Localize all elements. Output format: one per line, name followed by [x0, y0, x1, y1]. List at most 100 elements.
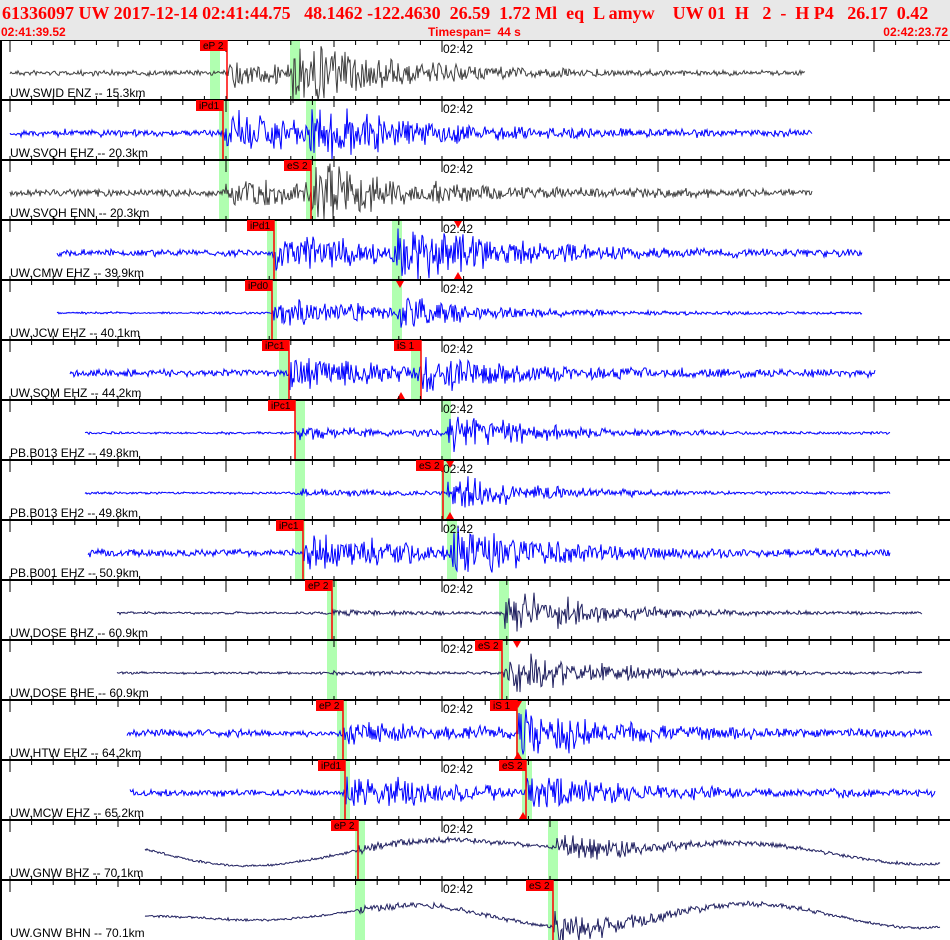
pick-window[interactable] — [522, 760, 532, 820]
pick-window[interactable] — [267, 220, 277, 280]
pick-window[interactable] — [337, 700, 347, 760]
pick-label: eP 2 — [334, 821, 355, 832]
pick-flag[interactable] — [394, 340, 421, 351]
pick-window[interactable] — [219, 100, 229, 160]
pick-window[interactable] — [306, 100, 316, 160]
pick-flag[interactable] — [262, 340, 289, 351]
pick-label: iPc1 — [265, 341, 285, 352]
pick-label: eS 2 — [419, 461, 440, 472]
pick-label: eP 2 — [308, 581, 329, 592]
channel-label: UW.SWID ENZ -- 15.3km — [10, 86, 145, 100]
waveform-trace — [116, 592, 923, 632]
time-tick-label: 02:42 — [443, 222, 473, 236]
pick-flag[interactable] — [276, 520, 303, 531]
pick-window[interactable] — [327, 640, 337, 700]
waveform-trace — [56, 297, 863, 328]
channel-panel[interactable]: 02:42 iPd0 UW.JCW EHZ -- 40.1km — [0, 276, 950, 340]
pick-window[interactable] — [441, 400, 451, 460]
channel-label: UW.DOSE BHE -- 60.9km — [10, 686, 149, 700]
channel-panel[interactable]: 02:42 iPc1 PB.B001 EHZ -- 50.9km — [0, 516, 950, 580]
channel-panel[interactable]: 02:42 iPc1 iS 1 UW.SQM EHZ -- 44.2km — [0, 336, 950, 400]
pick-window[interactable] — [548, 820, 558, 880]
pick-flag[interactable] — [499, 760, 526, 771]
pick-window[interactable] — [447, 520, 457, 580]
pick-window[interactable] — [392, 280, 402, 340]
pick-label: iPc1 — [279, 521, 299, 532]
amplitude-marker-icon — [514, 701, 522, 708]
pick-label: iPc1 — [271, 401, 291, 412]
time-tick-label: 02:42 — [443, 102, 473, 116]
time-tick-label: 02:42 — [443, 402, 473, 416]
waveform-trace — [126, 709, 933, 755]
pick-window[interactable] — [499, 580, 509, 640]
pick-flag[interactable] — [196, 100, 223, 111]
waveform-trace — [56, 228, 863, 280]
channel-label: UW.HTW EHZ -- 64.2km — [10, 746, 141, 760]
amplitude-marker-icon — [514, 752, 522, 759]
waveform-trace — [9, 108, 813, 160]
waveform-trace — [129, 776, 936, 808]
amplitude-marker-icon — [454, 272, 462, 279]
pick-label: iPd0 — [248, 281, 268, 292]
pick-window[interactable] — [499, 640, 509, 700]
pick-window[interactable] — [295, 400, 305, 460]
channel-panel[interactable]: 02:42 eS 2 UW.SVQH ENN -- 20.3km — [0, 156, 950, 220]
waveform-trace — [84, 476, 891, 508]
time-tick-label: 02:42 — [443, 702, 473, 716]
amplitude-marker-icon — [454, 221, 462, 228]
pick-flag[interactable] — [526, 880, 553, 891]
pick-flag[interactable] — [475, 640, 502, 651]
event-summary: 61336097 UW 2017-12-14 02:41:44.75 48.14… — [2, 3, 929, 23]
channel-label: PB.B013 EH2 -- 49.8km — [10, 506, 138, 520]
pick-label: eS 2 — [529, 881, 550, 892]
pick-flag[interactable] — [331, 820, 358, 831]
channel-label: UW.CMW EHZ -- 39.9km — [10, 266, 144, 280]
waveform-trace — [144, 834, 941, 868]
pick-flag[interactable] — [200, 40, 227, 51]
channel-panel[interactable]: 02:42 iPd1 UW.CMW EHZ -- 39.9km — [0, 216, 950, 280]
pick-window[interactable] — [441, 460, 451, 520]
pick-window[interactable] — [295, 460, 305, 520]
pick-window[interactable] — [411, 340, 421, 400]
time-tick-label: 02:42 — [443, 342, 473, 356]
pick-label: eS 2 — [478, 641, 499, 652]
pick-flag[interactable] — [268, 400, 295, 411]
channel-panel[interactable]: 02:42 iPd1 eS 2 UW.MCW EHZ -- 65.2km — [0, 756, 950, 820]
channel-label: PB.B001 EHZ -- 50.9km — [10, 566, 139, 580]
amplitude-marker-icon — [446, 512, 454, 519]
pick-flag[interactable] — [284, 160, 311, 171]
pick-window[interactable] — [355, 880, 365, 940]
channel-label: UW.MCW EHZ -- 65.2km — [10, 806, 144, 820]
channel-panel[interactable]: 02:42 eS 2 UW.DOSE BHE -- 60.9km — [0, 636, 950, 700]
pick-flag[interactable] — [318, 760, 345, 771]
channel-label: UW.DOSE BHZ -- 60.9km — [10, 626, 148, 640]
channel-panel[interactable]: 02:42 iPc1 PB.B013 EHZ -- 49.8km — [0, 396, 950, 460]
pick-flag[interactable] — [247, 220, 274, 231]
waveform-trace — [84, 416, 891, 453]
pick-flag[interactable] — [305, 580, 332, 591]
channel-panel[interactable]: 02:42 eP 2 UW.DOSE BHZ -- 60.9km — [0, 576, 950, 640]
waveform-trace — [87, 525, 891, 573]
amplitude-marker-icon — [513, 641, 521, 648]
pick-flag[interactable] — [416, 460, 443, 471]
pick-window[interactable] — [279, 340, 289, 400]
channel-panel[interactable]: 02:42 eP 2 UW.GNW BHZ -- 70.1km — [0, 816, 950, 880]
pick-flag[interactable] — [490, 700, 517, 711]
amplitude-marker-icon — [519, 812, 527, 819]
channel-panel[interactable]: 02:42 eP 2 iS 1 UW.HTW EHZ -- 64.2km — [0, 696, 950, 760]
pick-flag[interactable] — [245, 280, 272, 291]
pick-flag[interactable] — [316, 700, 343, 711]
pick-window[interactable] — [210, 40, 220, 100]
timespan: Timespan= 44 s — [428, 25, 521, 39]
time-tick-label: 02:42 — [443, 42, 473, 56]
event-header: 61336097 UW 2017-12-14 02:41:44.75 48.14… — [0, 0, 950, 40]
channel-panel[interactable]: 02:42 iPd1 UW.SVQH EHZ -- 20.3km — [0, 96, 950, 160]
pick-window[interactable] — [295, 520, 305, 580]
time-tick-label: 02:42 — [443, 282, 473, 296]
seismogram-panels[interactable]: 02:42 eP 2 UW.SWID ENZ -- 15.3km 02:42 iPd1 U… — [0, 40, 950, 940]
channel-panel[interactable]: 02:42 eS 2 UW.GNW BHN -- 70.1km — [0, 876, 950, 940]
channel-panel[interactable]: 02:42 eP 2 UW.SWID ENZ -- 15.3km — [0, 40, 950, 104]
time-tick-label: 02:42 — [443, 522, 473, 536]
waveform-trace — [116, 653, 923, 693]
